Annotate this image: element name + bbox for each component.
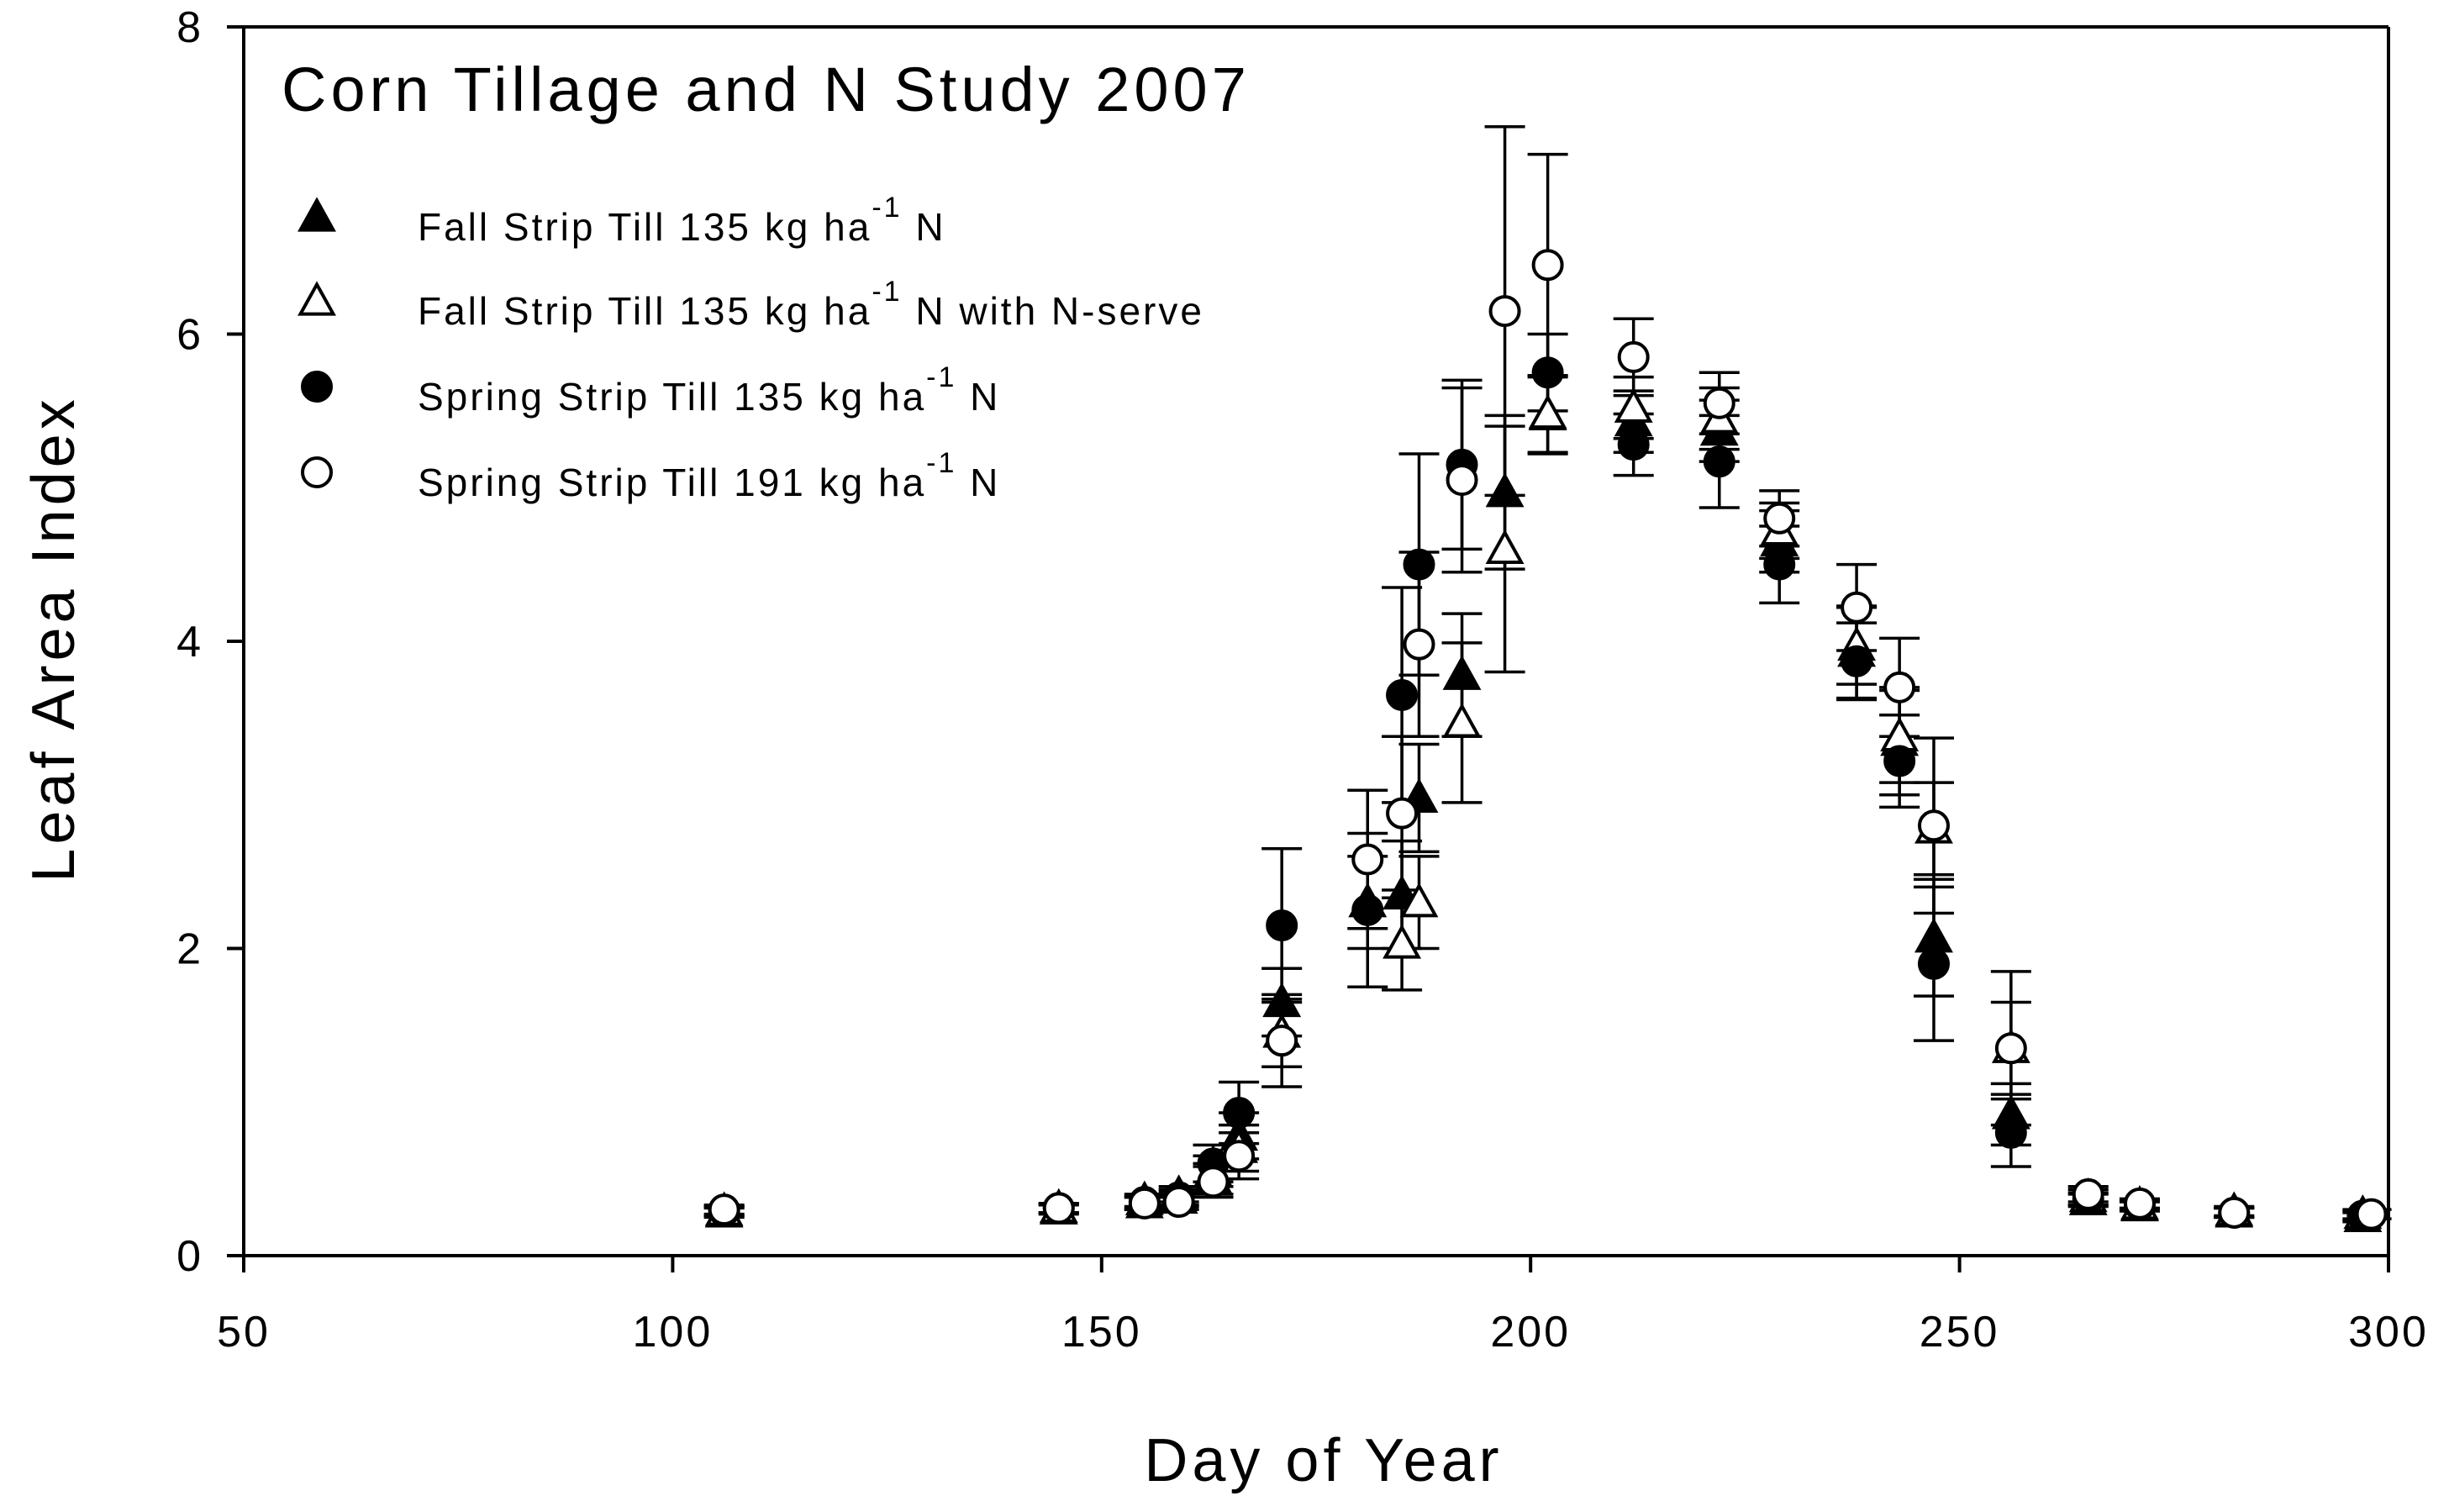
data-point-series-4 (1162, 1186, 1195, 1219)
data-point-series-4 (1531, 249, 1564, 282)
x-tick-label: 200 (1490, 1308, 1571, 1357)
data-point-series-4 (1488, 295, 1521, 328)
data-point-series-3 (1531, 356, 1564, 389)
data-point-series-3 (1763, 548, 1796, 581)
legend-entry-2: Fall Strip Till 135 kg ha-1 N with N-ser… (298, 276, 1204, 333)
data-point-series-3 (1351, 893, 1384, 926)
data-point-series-4 (1446, 464, 1478, 497)
data-point-series-4 (2218, 1196, 2251, 1229)
data-point-series-4 (1386, 797, 1419, 830)
chart-title: Corn Tillage and N Study 2007 (282, 55, 1251, 124)
data-point-series-1 (1485, 472, 1525, 508)
y-tick-label: 0 (176, 1232, 203, 1281)
data-point-series-3 (1917, 947, 1950, 980)
data-point-series-4 (2123, 1187, 2156, 1220)
data-point-series-3 (1617, 429, 1650, 461)
data-point-series-3 (1883, 745, 1916, 777)
data-point-series-3 (1386, 678, 1419, 711)
y-tick-label: 6 (176, 311, 203, 360)
x-tick-label: 250 (1920, 1308, 2000, 1357)
data-point-series-4 (1351, 843, 1384, 876)
y-tick-label: 4 (176, 618, 203, 666)
data-point-series-2 (1399, 882, 1439, 918)
legend: Fall Strip Till 135 kg ha-1 N Fall Strip … (298, 192, 1204, 504)
x-tick-label: 300 (2348, 1308, 2429, 1357)
y-tick-label: 8 (176, 3, 203, 52)
data-point-series-4 (1266, 1025, 1298, 1057)
data-point-series-3 (1403, 548, 1435, 581)
data-point-series-3 (1841, 645, 1873, 677)
x-tick-label: 100 (633, 1308, 714, 1357)
data-point-series-2 (1485, 529, 1525, 564)
data-point-series-4 (2072, 1177, 2104, 1210)
y-axis-title: Leaf Area Index (20, 395, 87, 882)
data-point-series-4 (1128, 1187, 1161, 1220)
legend-entry-3: Spring Strip Till 135 kg ha-1 N (301, 361, 1000, 419)
legend-symbol (298, 197, 336, 232)
data-point-series-4 (1917, 809, 1950, 842)
legend-entry-4: Spring Strip Till 191 kg ha-1 N (301, 447, 1000, 504)
data-point-series-3 (1994, 1116, 2027, 1149)
y-tick-label: 2 (176, 925, 203, 974)
data-point-series-3 (1703, 445, 1735, 478)
data-point-series-4 (1703, 387, 1735, 419)
axes: 50 100 150 200 250 300 0 2 4 6 8 (176, 3, 2429, 1357)
data-markers (704, 249, 2388, 1232)
data-point-series-4 (1223, 1140, 1256, 1172)
data-point-series-2 (1382, 924, 1422, 959)
data-point-series-4 (1403, 628, 1435, 661)
data-point-series-4 (708, 1193, 740, 1226)
legend-label: Spring Strip Till 191 kg ha-1 N (418, 447, 1000, 504)
data-point-series-2 (1442, 703, 1482, 738)
data-point-series-2 (1614, 387, 1653, 423)
x-tick-label: 50 (217, 1308, 271, 1357)
data-point-series-4 (1617, 340, 1650, 373)
data-point-series-2 (1528, 393, 1567, 429)
data-point-series-4 (1197, 1166, 1230, 1199)
data-point-series-3 (1266, 909, 1298, 942)
data-point-series-4 (1994, 1032, 2027, 1065)
data-point-series-4 (1883, 671, 1916, 703)
data-point-series-4 (1042, 1192, 1075, 1225)
x-tick-label: 150 (1061, 1308, 1142, 1357)
legend-label: Fall Strip Till 135 kg ha-1 N (418, 192, 946, 249)
data-point-series-4 (2355, 1198, 2388, 1230)
data-point-series-4 (1841, 591, 1873, 624)
legend-symbol (301, 371, 333, 403)
legend-label: Fall Strip Till 135 kg ha-1 N with N-ser… (418, 276, 1204, 333)
legend-label: Spring Strip Till 135 kg ha-1 N (418, 361, 1000, 419)
legend-entry-1: Fall Strip Till 135 kg ha-1 N (298, 192, 946, 249)
legend-symbol (301, 456, 333, 488)
data-point-series-1 (1914, 918, 1953, 953)
legend-symbol (298, 281, 336, 316)
data-point-series-4 (1763, 502, 1796, 535)
x-axis-title: Day of Year (1144, 1427, 1503, 1494)
data-point-series-3 (1223, 1097, 1256, 1130)
data-point-series-1 (1442, 655, 1482, 690)
